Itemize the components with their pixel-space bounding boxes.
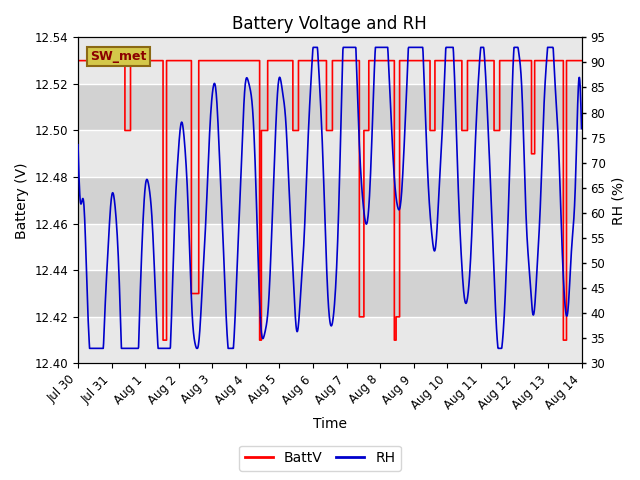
Bar — [78, 224, 582, 270]
Y-axis label: RH (%): RH (%) — [611, 176, 625, 225]
Legend: BattV, RH: BattV, RH — [239, 445, 401, 471]
Bar — [78, 317, 582, 363]
Bar — [78, 84, 582, 131]
Text: SW_met: SW_met — [91, 50, 147, 63]
Bar — [78, 177, 582, 224]
Bar — [78, 131, 582, 177]
Bar — [78, 37, 582, 84]
Title: Battery Voltage and RH: Battery Voltage and RH — [232, 15, 427, 33]
Bar — [78, 270, 582, 317]
Y-axis label: Battery (V): Battery (V) — [15, 162, 29, 239]
X-axis label: Time: Time — [313, 418, 347, 432]
